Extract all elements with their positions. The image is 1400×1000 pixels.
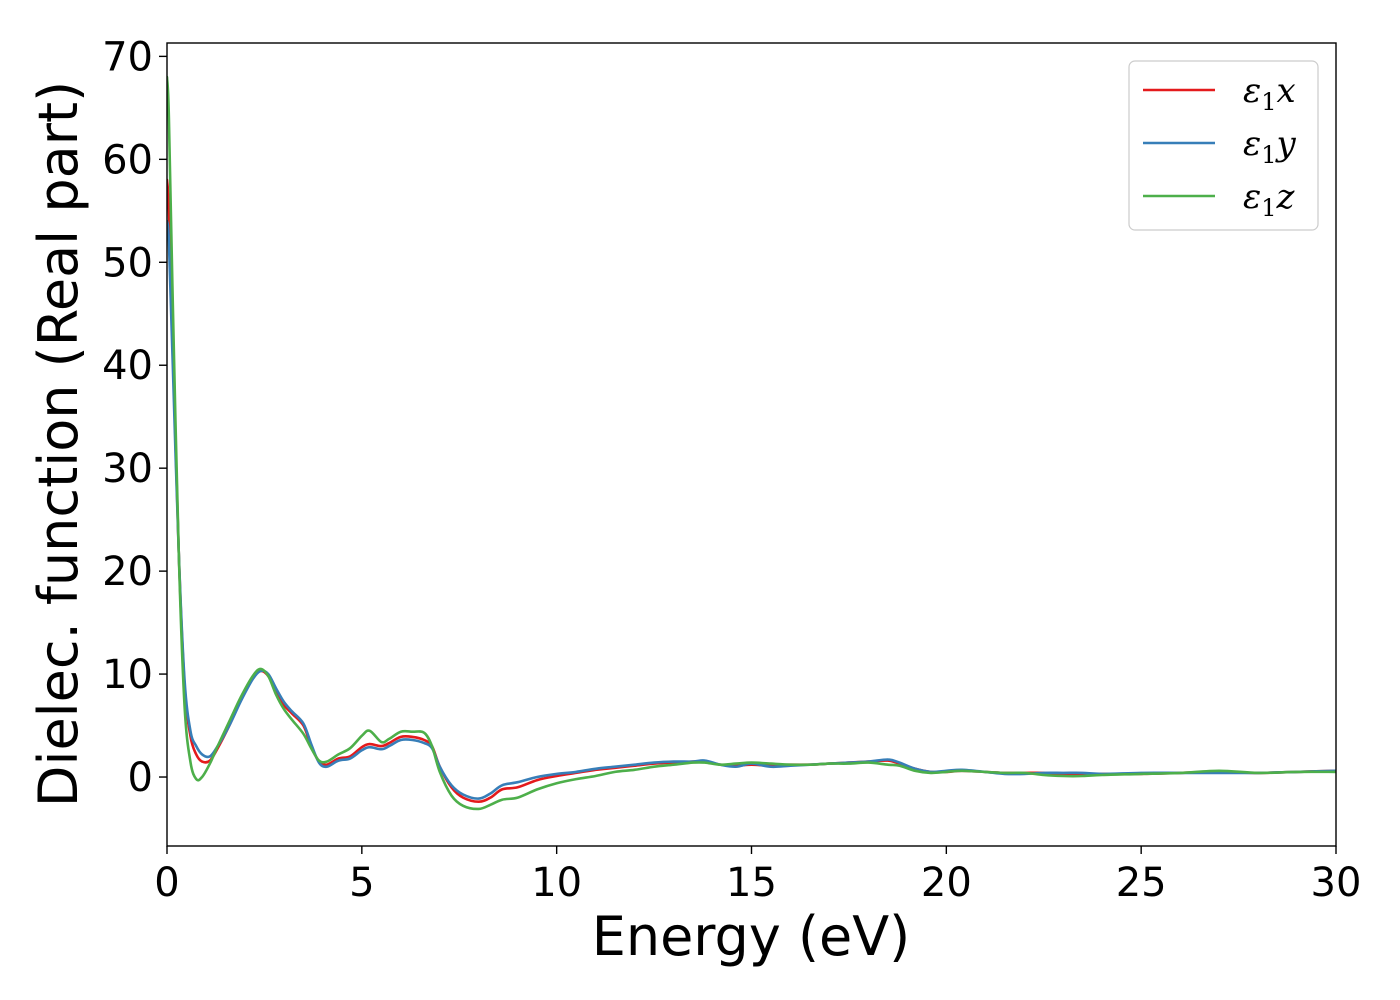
series-layer — [167, 75, 1336, 811]
x-tick-label: 25 — [1116, 860, 1167, 906]
plot-frame — [166, 42, 1337, 847]
x-tick-label: 20 — [921, 860, 972, 906]
x-tick-label: 5 — [349, 860, 374, 906]
legend-label-z: ε1z — [1243, 177, 1296, 222]
y-tick-label: 20 — [102, 549, 153, 595]
x-tick-label: 10 — [531, 860, 582, 906]
legend-frame — [1128, 60, 1319, 231]
y-tick-label: 10 — [102, 652, 153, 698]
y-tick-label: 60 — [102, 137, 153, 183]
x-axis-label: Energy (eV) — [592, 905, 911, 968]
series-line-z — [167, 75, 1336, 811]
y-tick-label: 70 — [102, 34, 153, 80]
y-tick-label: 50 — [102, 240, 153, 286]
legend-label-y: ε1y — [1243, 124, 1297, 169]
x-tick-label: 0 — [154, 860, 179, 906]
y-tick-label: 30 — [102, 446, 153, 492]
x-tick-label: 15 — [726, 860, 777, 906]
y-tick-label: 40 — [102, 343, 153, 389]
legend: ε1x ε1y ε1z — [1128, 60, 1319, 231]
y-axis-label: Dielec. function (Real part) — [27, 81, 90, 807]
tick-layer: 0 5 10 15 20 25 30 0 10 20 30 40 50 60 70 — [102, 34, 1361, 906]
y-tick-label: 0 — [128, 755, 153, 801]
legend-entries: ε1x ε1y ε1z — [1143, 71, 1297, 222]
x-tick-label: 30 — [1311, 860, 1362, 906]
legend-label-x: ε1x — [1243, 71, 1296, 116]
